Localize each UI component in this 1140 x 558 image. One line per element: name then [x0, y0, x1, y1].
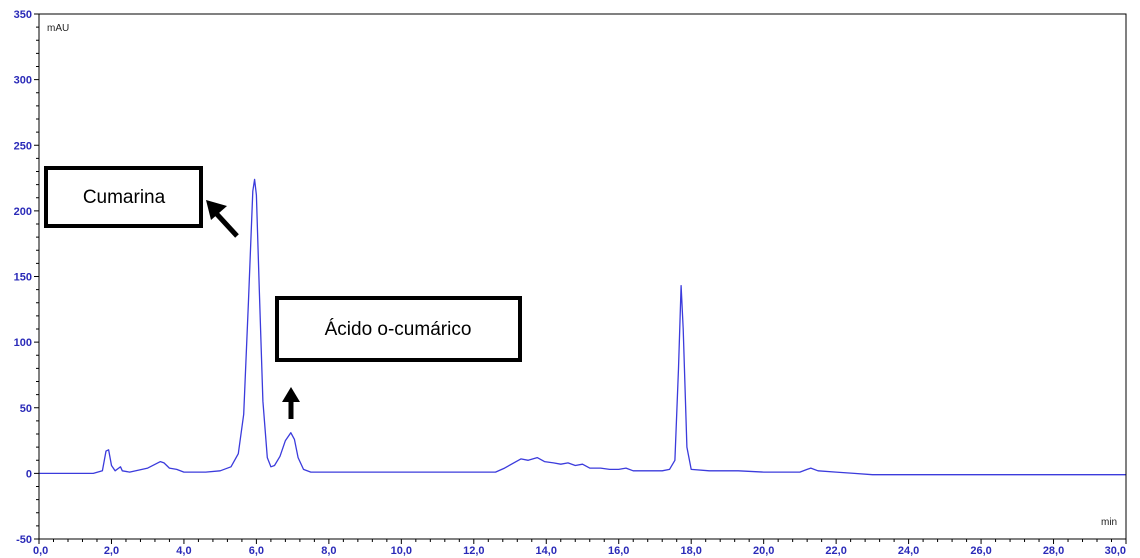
acido-o-cumarico-arrow-icon — [282, 387, 300, 419]
y-tick-label: 50 — [20, 403, 32, 415]
acido-o-cumarico-label-box — [275, 296, 522, 362]
x-tick-label: 24,0 — [898, 545, 919, 557]
x-tick-label: 12,0 — [463, 545, 484, 557]
y-unit-label: mAU — [47, 23, 69, 34]
y-tick-label: 100 — [14, 337, 32, 349]
x-tick-label: 8,0 — [321, 545, 336, 557]
y-tick-label: 350 — [14, 9, 32, 21]
x-tick-label: 2,0 — [104, 545, 119, 557]
x-tick-label: 16,0 — [608, 545, 629, 557]
cumarina-label-box — [44, 166, 203, 228]
x-tick-label: 20,0 — [753, 545, 774, 557]
cumarina-label: Cumarina — [83, 187, 166, 208]
x-tick-label: 30,0 — [1105, 545, 1126, 557]
y-tick-label: 200 — [14, 206, 32, 218]
y-tick-label: 0 — [26, 468, 32, 480]
chromatogram-trace — [39, 178, 1126, 476]
acido-o-cumarico-label: Ácido o-cumárico — [325, 319, 472, 340]
x-unit-label: min — [1101, 517, 1117, 528]
x-tick-label: 6,0 — [249, 545, 264, 557]
x-axis: 0,0 2,0 4,0 6,0 8,0 10,0 12,0 14,0 16,0 18,0 20,0 2… — [33, 539, 1127, 557]
plot-frame — [38, 13, 1127, 540]
x-tick-label: 10,0 — [391, 545, 412, 557]
y-tick-label: 300 — [14, 75, 32, 87]
y-tick-label: -50 — [16, 534, 32, 546]
x-tick-label: 26,0 — [970, 545, 991, 557]
x-tick-label: 14,0 — [536, 545, 557, 557]
x-tick-label: 4,0 — [176, 545, 191, 557]
x-tick-label: 0,0 — [33, 545, 48, 557]
y-tick-label: 150 — [14, 272, 32, 284]
y-axis: -50 0 50 100 150 200 250 300 350 — [14, 9, 39, 546]
x-tick-label: 22,0 — [825, 545, 846, 557]
x-tick-label: 18,0 — [680, 545, 701, 557]
y-tick-label: 250 — [14, 140, 32, 152]
x-tick-label: 28,0 — [1043, 545, 1064, 557]
cumarina-arrow-icon — [206, 200, 239, 238]
